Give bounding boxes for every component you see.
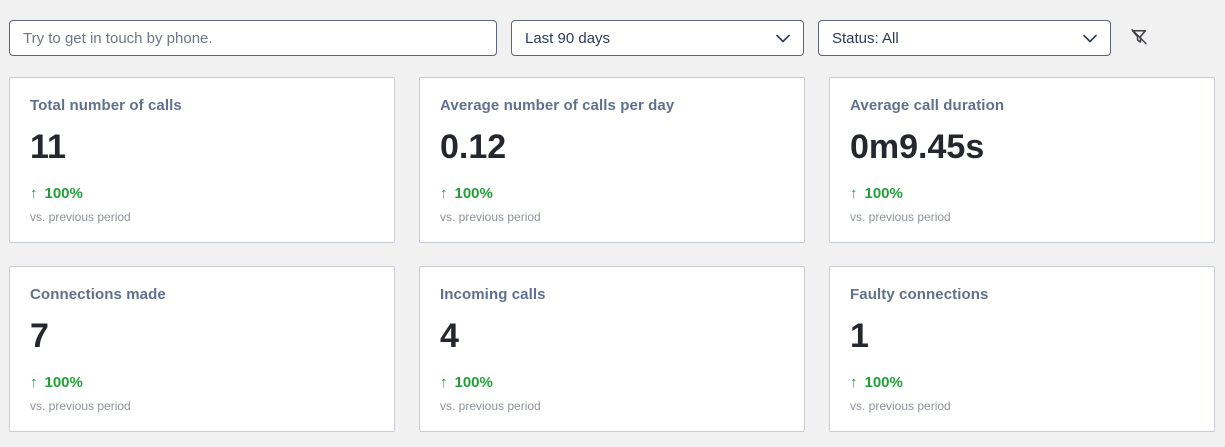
up-arrow-icon: ↑	[440, 185, 448, 202]
stats-cards-grid: Total number of calls 11 ↑ 100% vs. prev…	[9, 77, 1215, 432]
clear-filters-button[interactable]	[1121, 20, 1157, 56]
stat-card-total-calls: Total number of calls 11 ↑ 100% vs. prev…	[9, 77, 395, 243]
card-change: ↑ 100%	[850, 374, 1194, 391]
card-value: 0m9.45s	[850, 128, 985, 166]
change-percent: 100%	[44, 185, 83, 202]
up-arrow-icon: ↑	[440, 374, 448, 391]
chevron-down-icon	[776, 34, 790, 43]
change-percent: 100%	[44, 374, 83, 391]
card-value: 11	[30, 128, 66, 166]
stat-card-faulty-connections: Faulty connections 1 ↑ 100% vs. previous…	[829, 266, 1215, 432]
up-arrow-icon: ↑	[30, 185, 38, 202]
card-title: Connections made	[30, 286, 166, 303]
stat-card-incoming-calls: Incoming calls 4 ↑ 100% vs. previous per…	[419, 266, 805, 432]
comparison-label: vs. previous period	[30, 210, 131, 224]
comparison-label: vs. previous period	[440, 399, 541, 413]
up-arrow-icon: ↑	[850, 185, 858, 202]
card-title: Incoming calls	[440, 286, 546, 303]
card-title: Average call duration	[850, 97, 1005, 114]
date-range-dropdown[interactable]: Last 90 days	[511, 20, 804, 56]
comparison-label: vs. previous period	[440, 210, 541, 224]
card-change: ↑ 100%	[440, 374, 784, 391]
comparison-label: vs. previous period	[850, 399, 951, 413]
card-title: Faulty connections	[850, 286, 989, 303]
card-change: ↑ 100%	[440, 185, 784, 202]
date-range-selected-value: Last 90 days	[525, 29, 611, 47]
stat-card-avg-calls-per-day: Average number of calls per day 0.12 ↑ 1…	[419, 77, 805, 243]
card-change: ↑ 100%	[850, 185, 1194, 202]
card-value: 1	[850, 317, 869, 355]
up-arrow-icon: ↑	[850, 374, 858, 391]
chevron-down-icon	[1083, 34, 1097, 43]
card-change: ↑ 100%	[30, 374, 374, 391]
stat-card-avg-call-duration: Average call duration 0m9.45s ↑ 100% vs.…	[829, 77, 1215, 243]
up-arrow-icon: ↑	[30, 374, 38, 391]
filters-toolbar: Last 90 days Status: All	[0, 0, 1225, 56]
stat-card-connections-made: Connections made 7 ↑ 100% vs. previous p…	[9, 266, 395, 432]
card-title: Total number of calls	[30, 97, 182, 114]
change-percent: 100%	[454, 185, 493, 202]
card-value: 7	[30, 317, 49, 355]
card-change: ↑ 100%	[30, 185, 374, 202]
change-percent: 100%	[864, 185, 903, 202]
search-input[interactable]	[9, 20, 497, 56]
change-percent: 100%	[454, 374, 493, 391]
comparison-label: vs. previous period	[850, 210, 951, 224]
card-title: Average number of calls per day	[440, 97, 675, 114]
change-percent: 100%	[864, 374, 903, 391]
status-filter-dropdown[interactable]: Status: All	[818, 20, 1111, 56]
comparison-label: vs. previous period	[30, 399, 131, 413]
card-value: 0.12	[440, 128, 507, 166]
status-selected-value: Status: All	[832, 29, 899, 47]
filter-off-icon	[1128, 26, 1150, 51]
card-value: 4	[440, 317, 459, 355]
